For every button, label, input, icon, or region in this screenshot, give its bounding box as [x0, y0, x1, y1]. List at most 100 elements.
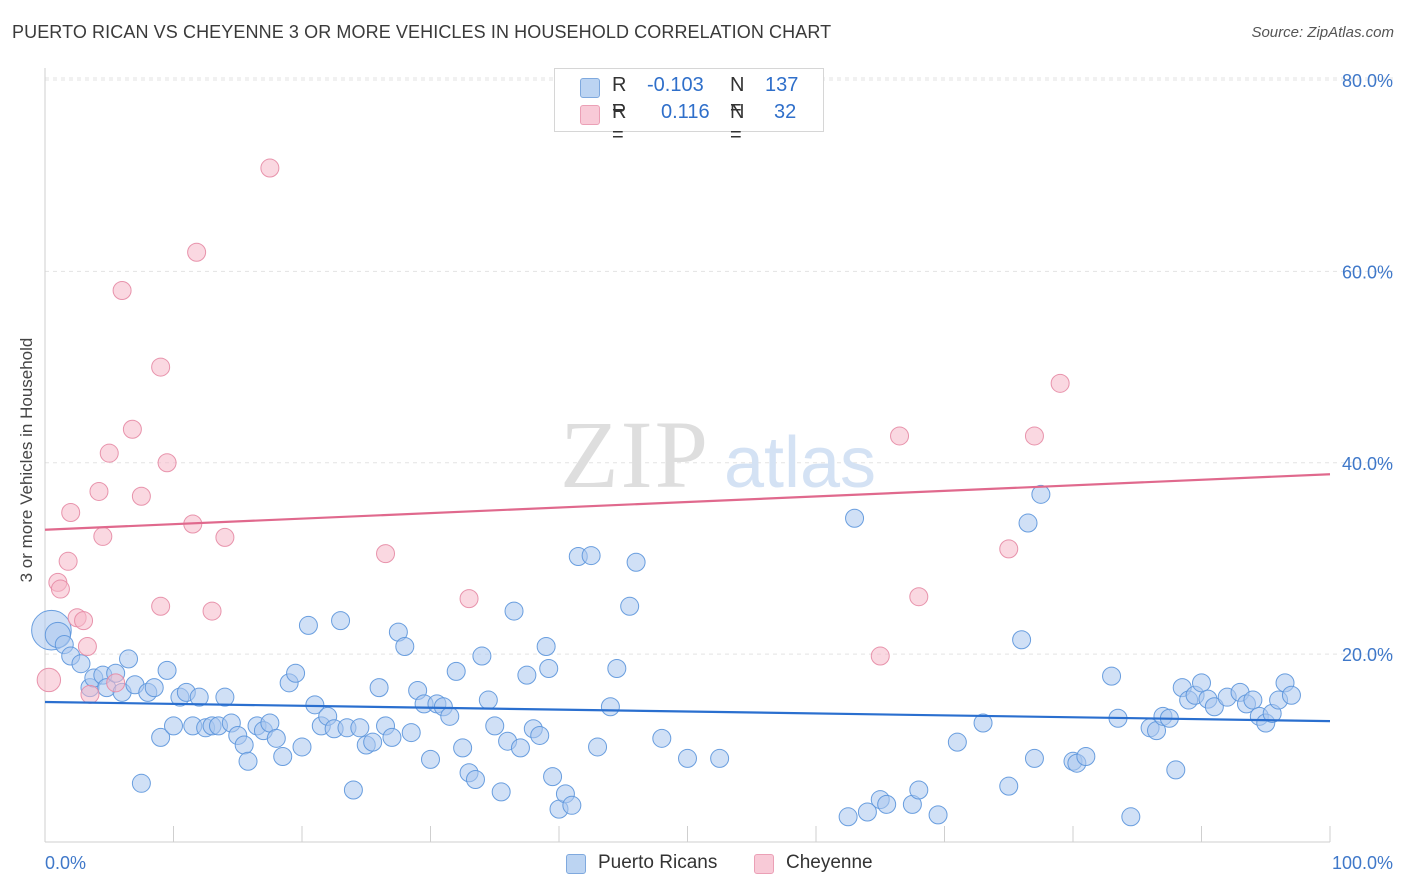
- point-puerto-ricans: [131, 773, 151, 793]
- point-puerto-ricans: [909, 780, 929, 800]
- point-puerto-ricans: [1031, 484, 1051, 504]
- point-puerto-ricans: [465, 769, 485, 789]
- legend-label: Cheyenne: [786, 852, 873, 873]
- point-puerto-ricans: [298, 615, 318, 635]
- legend-r-value: -0.103: [647, 74, 704, 96]
- point-puerto-ricans: [382, 727, 402, 747]
- point-puerto-ricans: [164, 716, 183, 736]
- point-puerto-ricans: [286, 663, 306, 683]
- point-puerto-ricans: [536, 636, 556, 656]
- point-cheyenne: [157, 453, 177, 473]
- point-puerto-ricans: [530, 725, 550, 745]
- point-puerto-ricans: [947, 732, 967, 752]
- point-cheyenne: [93, 526, 113, 546]
- point-puerto-ricans: [157, 660, 177, 680]
- point-cheyenne: [112, 281, 132, 301]
- legend-swatch-blue: [566, 854, 586, 874]
- grid-lines: [45, 77, 1393, 655]
- watermark-atlas: atlas: [724, 423, 876, 503]
- point-cheyenne: [260, 158, 280, 178]
- point-puerto-ricans: [189, 687, 209, 707]
- point-puerto-ricans: [421, 749, 440, 769]
- legend-swatch-pink: [754, 854, 774, 874]
- point-puerto-ricans: [1281, 685, 1301, 705]
- point-puerto-ricans: [292, 737, 312, 757]
- point-puerto-ricans: [539, 658, 559, 678]
- point-puerto-ricans: [472, 646, 492, 666]
- point-cheyenne: [1050, 373, 1070, 393]
- point-cheyenne: [122, 419, 142, 439]
- point-puerto-ricans: [504, 601, 524, 621]
- trend-lines: [44, 473, 1331, 723]
- trend-line-cheyenne: [44, 473, 1331, 531]
- legend-r-value: 0.116: [661, 101, 710, 123]
- point-puerto-ricans: [928, 805, 948, 825]
- point-puerto-ricans: [266, 728, 286, 748]
- y-tick-label: 60.0%: [1342, 262, 1393, 282]
- point-puerto-ricans: [395, 636, 415, 656]
- point-puerto-ricans: [1018, 513, 1038, 533]
- point-puerto-ricans: [363, 732, 383, 752]
- point-puerto-ricans: [620, 596, 640, 616]
- point-cheyenne: [99, 443, 119, 463]
- watermark: ZIP atlas: [560, 401, 876, 508]
- point-cheyenne: [77, 636, 97, 656]
- point-puerto-ricans: [478, 690, 498, 710]
- point-puerto-ricans: [678, 748, 697, 768]
- point-puerto-ricans: [1012, 630, 1032, 650]
- point-puerto-ricans: [999, 776, 1019, 796]
- point-puerto-ricans: [1243, 690, 1263, 710]
- point-puerto-ricans: [440, 706, 460, 726]
- point-cheyenne: [999, 539, 1019, 559]
- point-puerto-ricans: [510, 738, 530, 758]
- point-puerto-ricans: [877, 794, 897, 814]
- point-puerto-ricans: [857, 802, 877, 822]
- point-cheyenne: [61, 503, 81, 523]
- point-puerto-ricans: [607, 658, 627, 678]
- point-puerto-ricans: [838, 807, 858, 827]
- point-cheyenne: [909, 587, 929, 607]
- point-puerto-ricans: [119, 649, 139, 669]
- y-tick-label: 20.0%: [1342, 645, 1393, 665]
- point-puerto-ricans: [453, 738, 473, 758]
- y-tick-label: 40.0%: [1342, 454, 1393, 474]
- legend-r-label: R =: [612, 74, 627, 119]
- point-cheyenne: [202, 601, 222, 621]
- legend-swatch-blue: [580, 78, 600, 98]
- data-points: [31, 158, 1301, 827]
- legend-r-label: R =: [612, 101, 627, 146]
- point-puerto-ricans: [517, 665, 537, 685]
- point-cheyenne: [459, 589, 479, 609]
- point-cheyenne: [58, 551, 78, 571]
- point-cheyenne: [74, 611, 94, 631]
- point-puerto-ricans: [1102, 666, 1122, 686]
- point-puerto-ricans: [652, 728, 672, 748]
- point-puerto-ricans: [845, 508, 865, 528]
- legend-n-value: 137: [765, 74, 799, 96]
- point-puerto-ricans: [401, 723, 421, 743]
- point-puerto-ricans: [144, 678, 164, 698]
- x-tick-label-max: 100.0%: [1332, 853, 1393, 873]
- y-tick-label: 80.0%: [1342, 71, 1393, 91]
- point-puerto-ricans: [1192, 673, 1211, 693]
- point-cheyenne: [376, 544, 396, 564]
- point-puerto-ricans: [151, 727, 171, 747]
- point-puerto-ricans: [446, 661, 466, 681]
- point-cheyenne: [131, 486, 151, 506]
- point-cheyenne: [890, 426, 910, 446]
- legend-label: Puerto Ricans: [598, 852, 718, 873]
- point-puerto-ricans: [491, 782, 511, 802]
- legend-swatch-pink: [580, 105, 600, 125]
- point-puerto-ricans: [71, 654, 91, 674]
- point-puerto-ricans: [1076, 747, 1096, 767]
- tick-labels: 20.0% 40.0% 60.0% 80.0% 0.0% 100.0%: [45, 71, 1393, 873]
- point-puerto-ricans: [331, 611, 351, 631]
- point-puerto-ricans: [600, 697, 620, 717]
- point-puerto-ricans: [710, 748, 730, 768]
- chart-title: PUERTO RICAN VS CHEYENNE 3 OR MORE VEHIC…: [12, 22, 832, 42]
- legend-n-value: 32: [774, 101, 797, 123]
- point-puerto-ricans: [343, 780, 363, 800]
- point-cheyenne: [89, 481, 109, 501]
- point-cheyenne: [50, 579, 70, 599]
